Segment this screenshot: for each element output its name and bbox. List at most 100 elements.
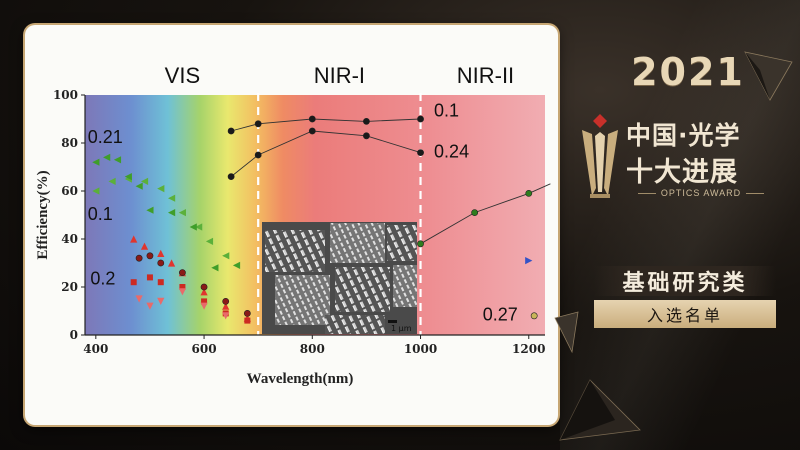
series-11-point-1 <box>530 312 538 320</box>
series-11 <box>530 312 538 320</box>
series-10 <box>525 257 533 265</box>
series-6-point-1 <box>130 235 138 243</box>
series-4 <box>92 175 230 260</box>
series-2-point-4 <box>363 132 370 140</box>
series-4-point-6 <box>167 194 176 202</box>
y-tick-label-0: 0 <box>70 328 78 342</box>
series-8-point-5 <box>200 302 208 310</box>
region-label-vis: VIS <box>165 63 200 88</box>
series-4-point-8 <box>195 223 203 231</box>
sem-pillar-block-7 <box>325 315 385 334</box>
series-6-point-6 <box>200 288 208 296</box>
series-3-point-3 <box>525 189 533 197</box>
x-tick-label-1200: 1200 <box>512 342 545 356</box>
series-1-point-5 <box>417 115 424 123</box>
series-7-point-1 <box>130 279 137 286</box>
series-5-point-1 <box>92 158 100 166</box>
series-7-point-7 <box>244 317 251 324</box>
sem-pillar-block-4 <box>275 275 330 325</box>
sem-inset-image: 1 μm <box>262 222 417 334</box>
series-layer <box>92 115 551 324</box>
annotation-1: 0.21 <box>88 127 123 147</box>
region-label-nir-ii: NIR-II <box>457 63 514 88</box>
series-8 <box>135 288 230 320</box>
series-1-point-2 <box>254 120 262 128</box>
chart-axes: 0 20 40 60 80 100 400 600 800 1000 1200 Wavelength(… <box>35 88 545 387</box>
series-7-point-3 <box>157 279 164 286</box>
series-4-point-10 <box>222 252 230 260</box>
series-8-point-6 <box>222 312 230 320</box>
sem-scale-label: 1 μm <box>391 324 412 333</box>
series-4-point-7 <box>178 209 187 217</box>
series-2-point-2 <box>254 151 262 159</box>
series-5-point-2 <box>103 153 111 161</box>
series-5-point-4 <box>124 173 132 181</box>
series-8-point-3 <box>157 297 165 305</box>
annotation-2: 0.1 <box>88 204 113 224</box>
sem-pillar-block-3 <box>387 225 417 261</box>
series-6-point-7 <box>222 302 230 310</box>
series-5-point-9 <box>211 264 219 272</box>
series-5-point-5 <box>135 182 143 190</box>
series-4-point-2 <box>108 177 116 185</box>
series-7-point-2 <box>146 274 153 281</box>
series-5 <box>92 153 241 272</box>
chart-annotations: 0.21 0.1 0.2 0.1 0.24 0.27 <box>88 101 518 325</box>
x-axis-title: Wavelength(nm) <box>247 371 354 387</box>
series-4-point-1 <box>92 187 100 195</box>
trophy-logo-icon <box>582 114 618 198</box>
series-9-point-1 <box>135 254 143 262</box>
chart-card: VIS NIR-I NIR-II 1 μm 0 20 40 60 80 100 400 600 80… <box>25 25 558 425</box>
series-9 <box>135 252 251 317</box>
annotation-5: 0.24 <box>434 141 469 161</box>
series-1-point-3 <box>308 115 316 123</box>
series-6-point-3 <box>157 249 165 257</box>
series-6-point-2 <box>140 242 149 250</box>
series-5-point-7 <box>167 209 176 217</box>
y-axis-title: Efficiency(%) <box>35 170 51 259</box>
series-2-point-3 <box>308 127 316 135</box>
series-10-point-1 <box>525 257 533 265</box>
series-4-point-4 <box>140 177 149 185</box>
x-tick-label-800: 800 <box>300 342 325 356</box>
series-9-point-6 <box>222 297 230 305</box>
award-title-line2: 十大进展 <box>626 157 738 188</box>
sem-pillar-block-2 <box>330 223 385 263</box>
sem-pillar-block-1 <box>265 230 325 272</box>
y-tick-label-100: 100 <box>53 88 78 102</box>
annotation-6: 0.27 <box>483 305 518 325</box>
series-7-point-5 <box>201 298 208 305</box>
sem-pillar-block-5 <box>335 267 390 312</box>
series-9-point-7 <box>243 309 251 317</box>
series-9-point-5 <box>200 283 208 291</box>
y-tick-label-40: 40 <box>61 232 78 246</box>
series-3-line <box>420 183 551 245</box>
series-8-point-2 <box>146 302 154 310</box>
series-9-point-4 <box>179 269 186 276</box>
series-9-point-3 <box>157 259 165 267</box>
x-tick-label-400: 400 <box>83 342 108 356</box>
x-tick-label-1000: 1000 <box>404 342 437 356</box>
series-1-point-4 <box>363 118 370 125</box>
region-label-nir-i: NIR-I <box>314 63 365 88</box>
series-5-point-3 <box>113 156 122 164</box>
efficiency-chart: VIS NIR-I NIR-II 1 μm 0 20 40 60 80 100 400 600 80… <box>35 63 551 387</box>
series-3-point-1 <box>417 240 424 248</box>
sem-pillar-block-6 <box>393 265 417 307</box>
series-5-point-10 <box>232 261 241 269</box>
award-subtitle-en: OPTICS AWARD <box>626 188 776 198</box>
y-tick-label-80: 80 <box>61 136 78 150</box>
category-label: 基础研究类 <box>594 266 776 296</box>
y-tick-label-60: 60 <box>61 184 78 198</box>
series-3-point-2 <box>471 209 479 216</box>
series-7-point-4 <box>179 284 186 290</box>
region-labels: VIS NIR-I NIR-II <box>165 63 515 88</box>
series-2-point-5 <box>417 149 424 156</box>
series-2 <box>227 127 424 180</box>
series-5-point-8 <box>189 223 197 231</box>
series-5-point-6 <box>146 206 154 214</box>
x-tick-label-600: 600 <box>192 342 217 356</box>
series-9-point-2 <box>146 252 154 260</box>
series-2-point-1 <box>227 173 235 180</box>
series-1 <box>227 115 424 135</box>
